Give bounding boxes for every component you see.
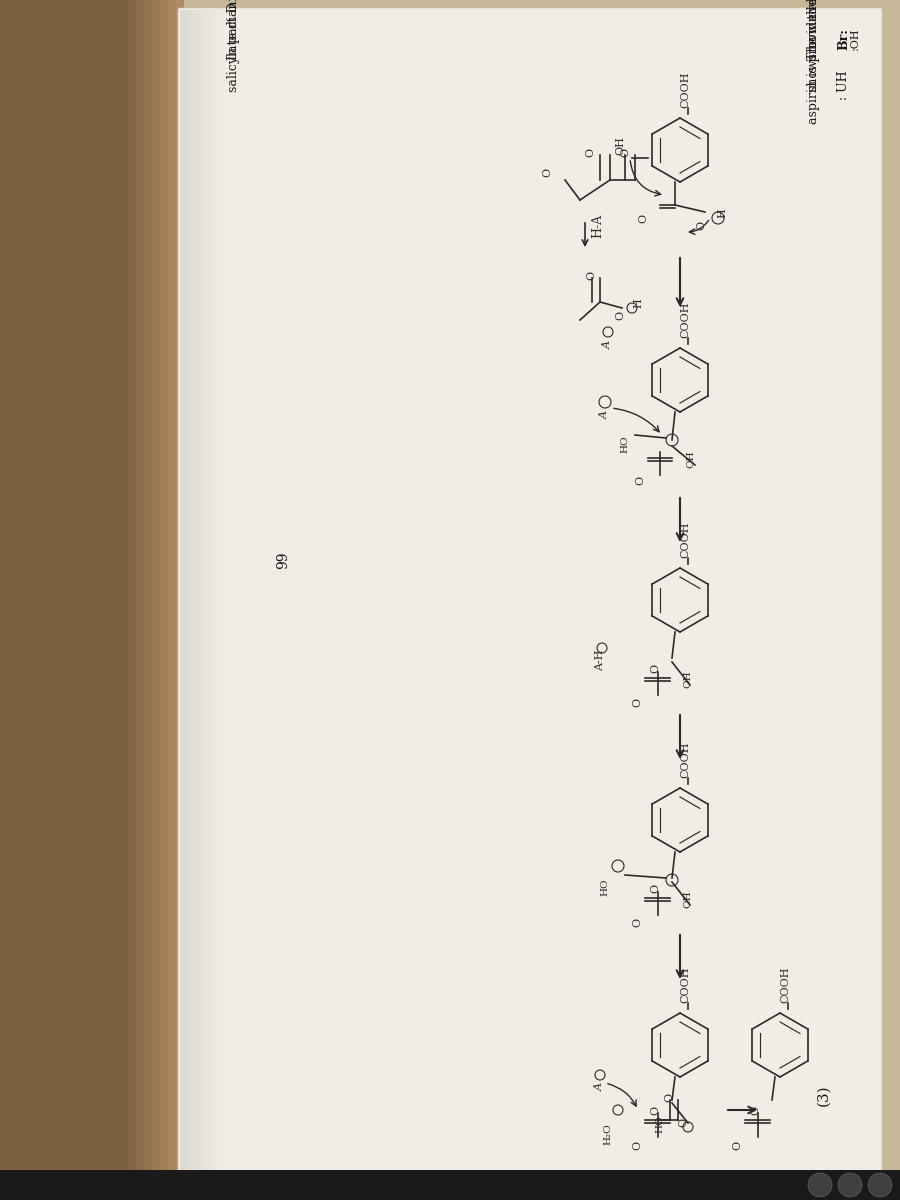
Bar: [144, 0, 152, 1200]
Text: OH: OH: [615, 136, 625, 155]
Bar: [213, 10, 216, 1190]
Text: O: O: [650, 664, 660, 672]
Text: O: O: [650, 883, 660, 893]
Bar: [136, 0, 144, 1200]
Bar: [207, 10, 210, 1190]
Text: COOH: COOH: [680, 522, 690, 558]
Bar: [189, 10, 192, 1190]
Bar: [160, 0, 168, 1200]
Text: O: O: [586, 270, 596, 280]
Bar: [168, 0, 176, 1200]
Text: COOH: COOH: [680, 72, 690, 108]
Bar: [216, 10, 219, 1190]
Text: salicylate dianion (4).  Hydrolysis of an ester done in basic solution is called: salicylate dianion (4). Hydrolysis of an…: [227, 0, 240, 92]
Text: A: A: [600, 410, 610, 419]
Text: COOH: COOH: [680, 301, 690, 338]
Text: OH: OH: [683, 890, 692, 908]
Bar: [0, 0, 120, 1200]
Text: COOH: COOH: [680, 742, 690, 778]
Bar: [198, 10, 201, 1190]
Bar: [222, 10, 225, 1190]
Bar: [195, 10, 198, 1190]
Circle shape: [808, 1174, 832, 1198]
Bar: [180, 10, 183, 1190]
Text: O: O: [615, 311, 625, 319]
Bar: [210, 10, 213, 1190]
Text: O: O: [696, 221, 706, 229]
Text: O: O: [632, 697, 642, 707]
Bar: [201, 10, 204, 1190]
Text: O: O: [638, 214, 648, 222]
Text: shows how the product is formed.  A more complex arrow pushing mechanism for the: shows how the product is formed. A more …: [807, 0, 820, 92]
Text: A: A: [603, 341, 613, 349]
Bar: [176, 0, 184, 1200]
Text: O: O: [664, 1092, 674, 1102]
Text: O: O: [650, 1105, 660, 1115]
Text: O: O: [750, 1105, 760, 1115]
Text: H: H: [717, 209, 727, 218]
Text: HO: HO: [655, 1115, 664, 1133]
Circle shape: [868, 1174, 892, 1198]
Text: (3): (3): [816, 1084, 830, 1106]
Text: O: O: [542, 168, 552, 176]
Bar: [120, 0, 128, 1200]
Bar: [128, 0, 136, 1200]
Bar: [204, 10, 207, 1190]
Text: O: O: [620, 148, 630, 156]
Bar: [192, 10, 195, 1190]
Text: HO: HO: [620, 434, 629, 452]
Bar: [152, 0, 160, 1200]
Circle shape: [838, 1174, 862, 1198]
Text: : UH: : UH: [837, 71, 850, 100]
Text: H₂O: H₂O: [604, 1123, 613, 1145]
Text: aspirin is provided below (3).: aspirin is provided below (3).: [807, 0, 820, 124]
Text: O: O: [585, 148, 595, 156]
Bar: [219, 10, 222, 1190]
Bar: [186, 10, 189, 1190]
Text: O: O: [732, 1140, 742, 1150]
Text: O: O: [635, 475, 645, 485]
Text: A-H: A-H: [595, 649, 605, 671]
Text: COOH: COOH: [680, 966, 690, 1003]
Text: H-A: H-A: [591, 214, 605, 238]
Text: HO: HO: [600, 878, 609, 895]
FancyBboxPatch shape: [178, 8, 882, 1192]
Text: In part D of this experiment, aspirin will undergo hydrolysis using a basic solu: In part D of this experiment, aspirin wi…: [227, 0, 240, 60]
Text: O: O: [632, 918, 642, 926]
Text: COOH: COOH: [780, 966, 790, 1003]
Text: Br:: Br:: [837, 28, 850, 50]
Bar: [0, 1170, 900, 1200]
Bar: [183, 10, 186, 1190]
Text: 99: 99: [276, 551, 290, 569]
Text: O: O: [678, 1118, 688, 1127]
Text: O: O: [632, 1140, 642, 1150]
Text: H: H: [633, 299, 643, 308]
Text: A: A: [595, 1082, 605, 1091]
Text: The curved arrows indicate the movement of electrons and the arrow pushing mecha: The curved arrows indicate the movement …: [807, 0, 820, 60]
Text: OH: OH: [686, 450, 695, 468]
Text: :OH: :OH: [850, 28, 860, 50]
Text: OH: OH: [683, 671, 692, 688]
